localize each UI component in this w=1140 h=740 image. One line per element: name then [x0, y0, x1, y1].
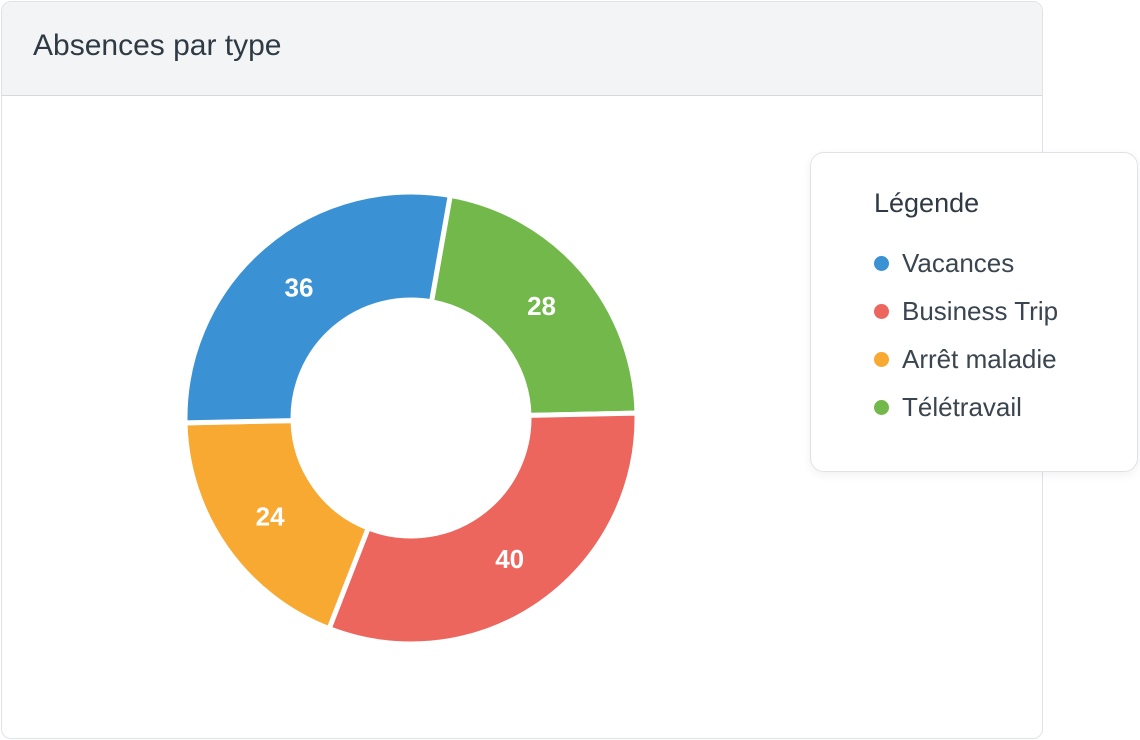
legend-dot-vacances — [874, 255, 889, 271]
legend-dot-arret-maladie — [874, 351, 889, 367]
legend-label-vacances: Vacances — [902, 247, 1015, 278]
legend-item-teletravail: Télétravail — [874, 390, 1022, 424]
legend-title: Légende — [874, 188, 980, 218]
legend-item-vacances: Vacances — [874, 246, 1014, 280]
donut-slice-vacances[interactable] — [182, 189, 454, 426]
legend-label-teletravail: Télétravail — [902, 391, 1022, 422]
card-header: Absences par type — [2, 2, 1042, 96]
donut-slice-arret-maladie[interactable] — [182, 418, 372, 632]
donut-slice-teletravail[interactable] — [428, 192, 640, 418]
card-title: Absences par type — [33, 29, 282, 62]
slice-value-label-vacances: 36 — [285, 272, 314, 302]
legend-item-business-trip: Business Trip — [874, 294, 1058, 328]
legend-panel: Légende Vacances Business Trip Arrêt mal… — [810, 152, 1138, 472]
slice-value-label-business-trip: 40 — [495, 544, 524, 574]
slice-value-label-teletravail: 28 — [527, 291, 556, 321]
legend-label-business-trip: Business Trip — [902, 295, 1059, 326]
legend-dot-business-trip — [874, 303, 889, 319]
legend-item-arret-maladie: Arrêt maladie — [874, 342, 1057, 376]
legend-label-arret-maladie: Arrêt maladie — [902, 343, 1057, 374]
donut-chart: 28 40 24 36 — [182, 189, 640, 647]
donut-slice-business-trip[interactable] — [325, 410, 640, 647]
legend-dot-teletravail — [874, 399, 889, 415]
slice-value-label-arret-maladie: 24 — [256, 502, 285, 532]
